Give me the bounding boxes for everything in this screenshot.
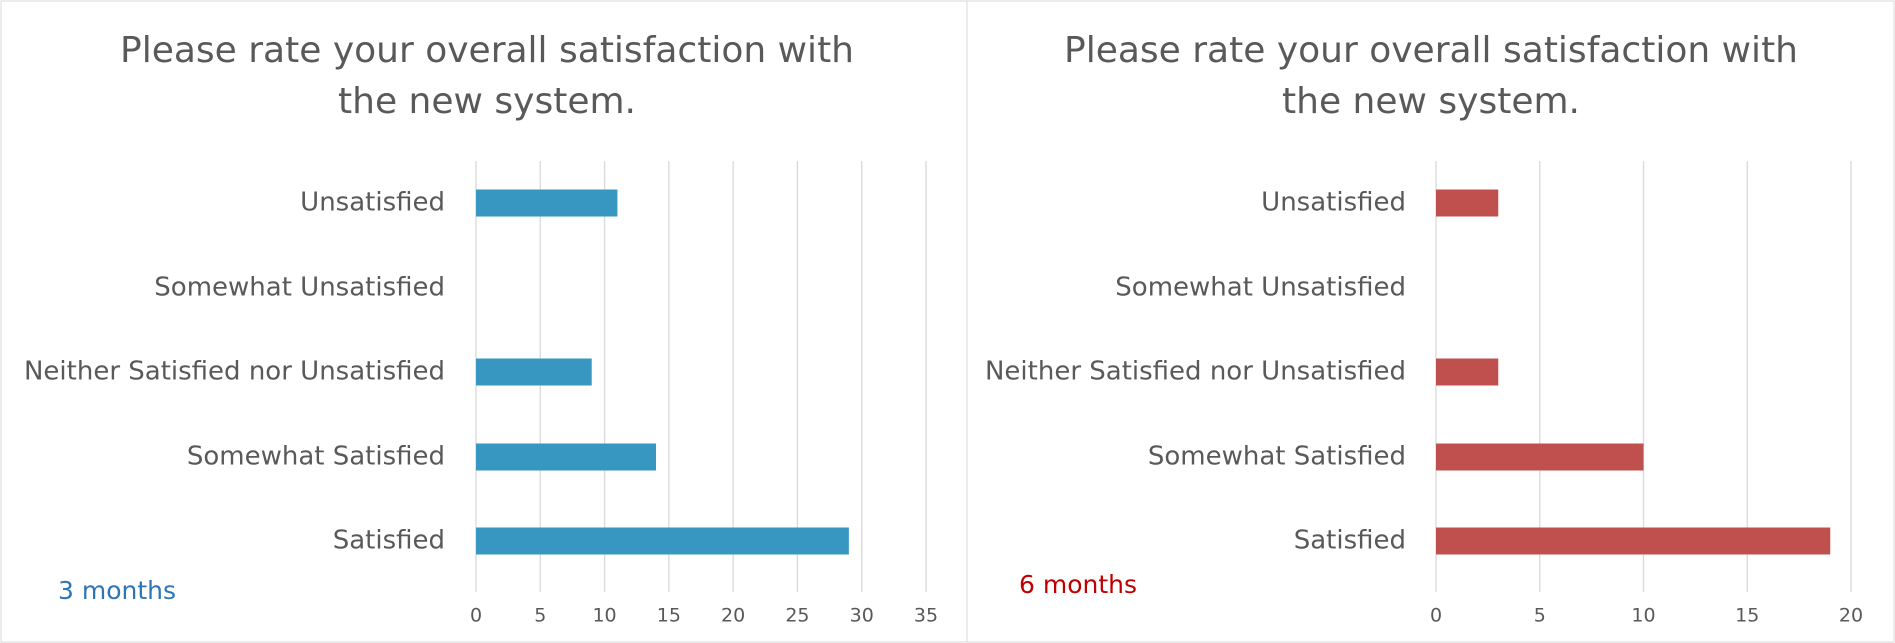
chart-title: Please rate your overall satisfaction wi… (1064, 30, 1798, 71)
chart-title: the new system. (1282, 81, 1580, 122)
category-label: Unsatisfied (1261, 188, 1406, 218)
category-label: Unsatisfied (300, 188, 445, 218)
category-label: Satisfied (1294, 526, 1406, 556)
x-tick-label: 10 (592, 605, 616, 627)
x-tick-label: 0 (1430, 605, 1442, 627)
category-label: Neither Satisfied nor Unsatisfied (985, 357, 1406, 387)
category-label: Somewhat Unsatisfied (154, 273, 445, 303)
category-label: Somewhat Satisfied (1148, 442, 1406, 472)
x-tick-label: 20 (721, 605, 745, 627)
bar (476, 527, 849, 555)
x-tick-label: 5 (534, 605, 546, 627)
x-tick-label: 30 (850, 605, 874, 627)
annotation: 3 months (58, 576, 176, 605)
x-tick-label: 0 (470, 605, 482, 627)
category-label: Somewhat Unsatisfied (1115, 273, 1406, 303)
chart-title: Please rate your overall satisfaction wi… (120, 30, 854, 71)
bar (1436, 358, 1499, 386)
x-tick-label: 5 (1534, 605, 1546, 627)
x-tick-label: 10 (1631, 605, 1655, 627)
x-tick-label: 15 (1735, 605, 1759, 627)
category-label: Satisfied (333, 526, 445, 556)
x-tick-label: 15 (657, 605, 681, 627)
bar (476, 358, 592, 386)
annotation: 6 months (1019, 570, 1137, 599)
x-tick-label: 25 (785, 605, 809, 627)
category-label: Somewhat Satisfied (187, 442, 445, 472)
chart-title: the new system. (338, 81, 636, 122)
bar (476, 189, 618, 217)
category-label: Neither Satisfied nor Unsatisfied (24, 357, 445, 387)
bar (1436, 443, 1644, 471)
bar (1436, 527, 1831, 555)
bar (476, 443, 656, 471)
x-tick-label: 20 (1839, 605, 1863, 627)
x-tick-label: 35 (914, 605, 938, 627)
bar (1436, 189, 1499, 217)
